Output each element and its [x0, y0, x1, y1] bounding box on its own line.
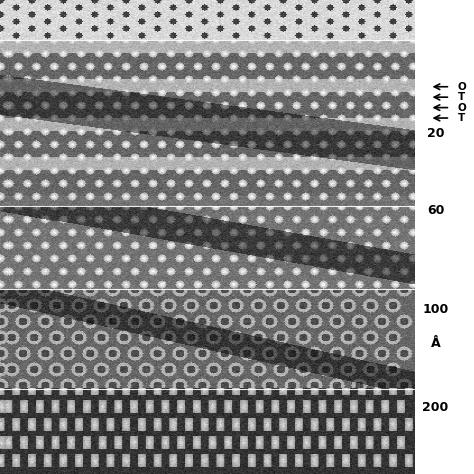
Text: 20: 20 [427, 127, 444, 140]
Text: 100: 100 [422, 302, 448, 316]
Text: O: O [457, 82, 466, 92]
Text: 200: 200 [422, 401, 448, 414]
Text: 60: 60 [427, 204, 444, 218]
Text: T: T [457, 92, 465, 102]
Text: T: T [457, 113, 465, 123]
Text: O: O [457, 102, 466, 113]
Text: Å: Å [430, 337, 440, 350]
